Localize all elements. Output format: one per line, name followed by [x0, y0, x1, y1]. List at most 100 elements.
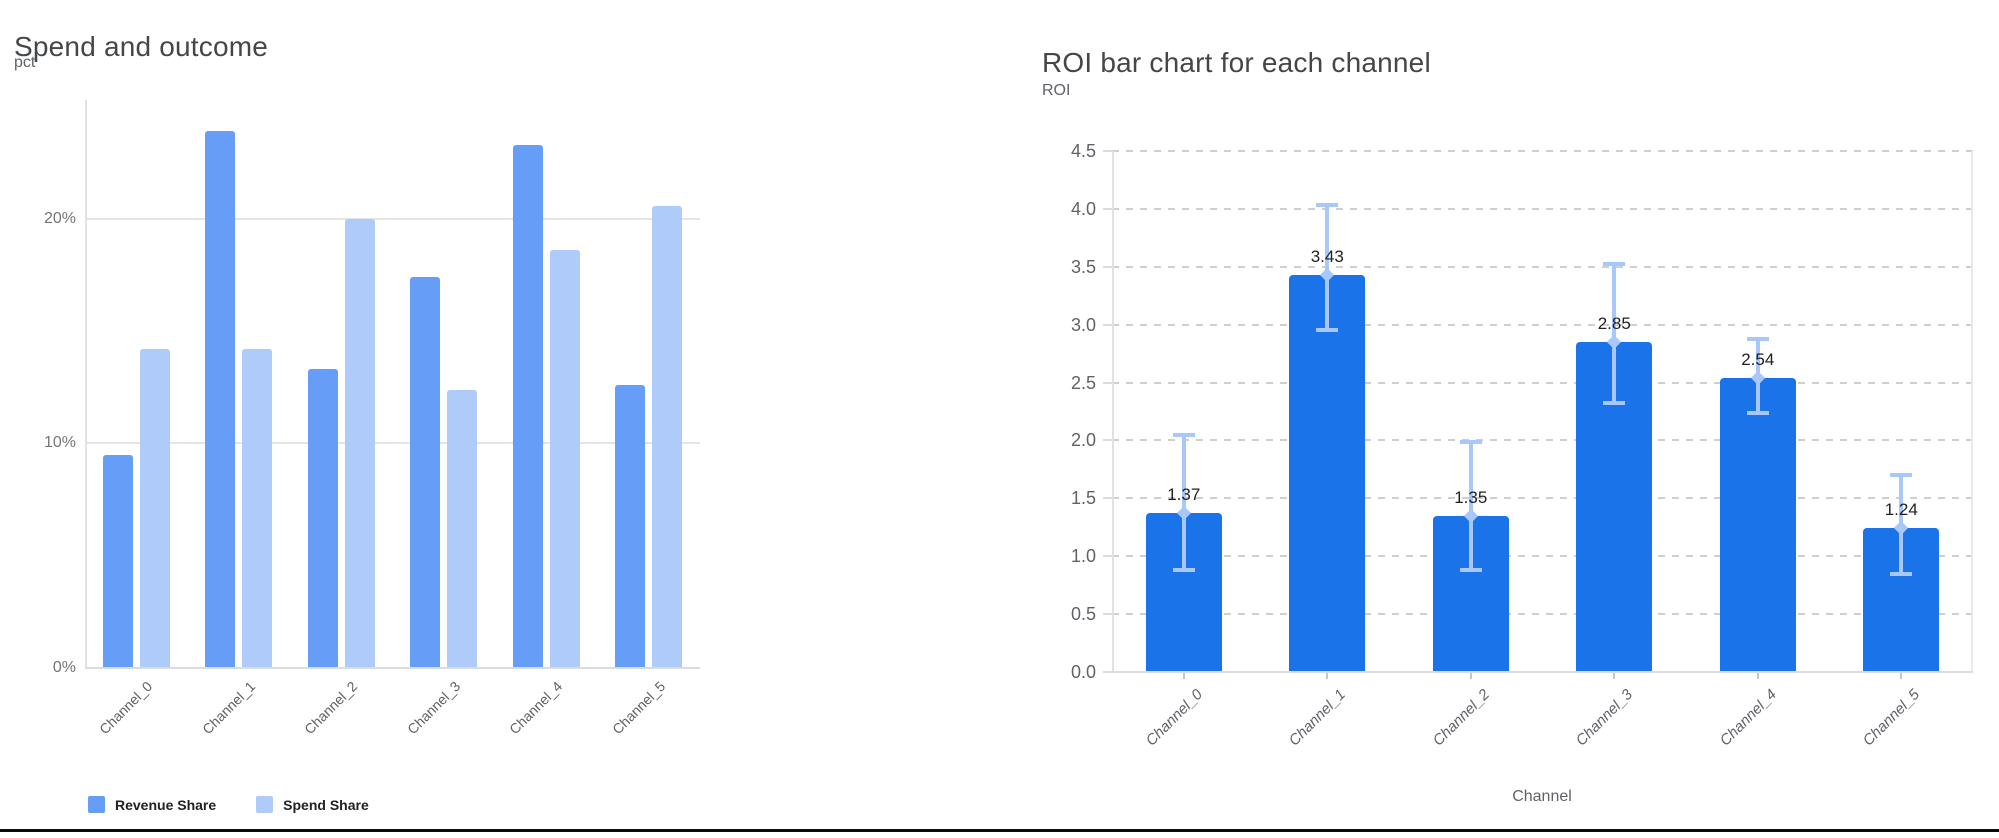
- legend-label: Spend Share: [283, 796, 369, 813]
- x-tick-label-channel-1: Channel_1: [198, 678, 259, 738]
- y-tick-mark: [1103, 613, 1112, 616]
- error-bar-cap-top-channel-0: [1172, 432, 1195, 437]
- roi-value-label-channel-5: 1.24: [1884, 500, 1918, 520]
- y-tick-mark: [1103, 207, 1112, 210]
- gridline: [1112, 150, 1973, 152]
- y-tick-label: 2.5: [1070, 372, 1096, 393]
- y-tick-label: 3.5: [1070, 256, 1096, 277]
- x-tick-label-channel-3: Channel_3: [403, 678, 464, 738]
- x-tick-label-channel-3: Channel_3: [1572, 686, 1637, 750]
- bar-spend-share-channel-1[interactable]: [242, 349, 273, 668]
- roi-x-axis-title: Channel: [1512, 788, 1572, 805]
- x-tick-label-channel-2: Channel_2: [1429, 686, 1493, 750]
- roi-y-axis-label: ROI: [1042, 82, 1071, 99]
- roi-value-label-channel-2: 1.35: [1454, 487, 1488, 507]
- gridline: [1112, 613, 1973, 616]
- error-bar-cap-top-channel-2: [1459, 439, 1482, 444]
- y-tick-label: 10%: [43, 434, 76, 452]
- error-bar-cap-top-channel-1: [1316, 203, 1339, 208]
- y-tick-mark: [1103, 265, 1112, 268]
- roi-bar-channel-4[interactable]: [1719, 377, 1796, 672]
- bottom-divider: [0, 829, 1999, 832]
- x-tick-mark: [1900, 672, 1903, 679]
- error-bar-cap-top-channel-4: [1746, 336, 1769, 341]
- error-bar-line-channel-3: [1612, 264, 1617, 404]
- roi-chart-title: ROI bar chart for each channel: [1042, 47, 1431, 79]
- gridline: [1112, 555, 1973, 558]
- gridline: [85, 442, 700, 445]
- x-tick-label-channel-5: Channel_5: [608, 678, 669, 738]
- y-tick-mark: [1103, 323, 1112, 326]
- x-tick-mark: [1613, 672, 1616, 679]
- x-tick-label-channel-4: Channel_4: [506, 678, 566, 738]
- y-tick-label: 3.0: [1070, 314, 1096, 335]
- bar-revenue-share-channel-5[interactable]: [615, 385, 646, 668]
- plot-right-border: [1971, 151, 1973, 672]
- gridline: [1112, 381, 1973, 384]
- error-bar-cap-bottom-channel-1: [1316, 328, 1339, 333]
- bar-revenue-share-channel-2[interactable]: [307, 369, 338, 668]
- roi-value-label-channel-4: 2.54: [1741, 349, 1775, 369]
- x-axis-baseline: [1112, 671, 1973, 673]
- error-bar-line-channel-2: [1468, 441, 1473, 571]
- y-axis-line: [1112, 151, 1114, 672]
- x-tick-label-channel-0: Channel_0: [1142, 686, 1206, 750]
- spend-outcome-plot-area: [85, 100, 700, 669]
- error-bar-cap-top-channel-3: [1603, 262, 1626, 267]
- roi-plot-area: 1.37 3.43 1.35 2.85 2.54 1.24: [1112, 150, 1973, 673]
- legend-swatch-spend-share-icon: [256, 796, 274, 813]
- spend-outcome-unit-label: pct: [14, 54, 36, 71]
- y-tick-mark: [1103, 439, 1112, 442]
- error-bar-cap-bottom-channel-0: [1172, 568, 1195, 573]
- error-bar-line-channel-0: [1181, 434, 1186, 571]
- bar-revenue-share-channel-3[interactable]: [410, 277, 441, 668]
- bar-revenue-share-channel-1[interactable]: [205, 131, 236, 668]
- spend-outcome-legend: Revenue Share Spend Share: [88, 796, 369, 813]
- y-tick-label: 20%: [43, 209, 76, 227]
- bar-spend-share-channel-2[interactable]: [344, 218, 375, 668]
- x-tick-mark: [1326, 672, 1329, 679]
- bar-revenue-share-channel-4[interactable]: [512, 144, 543, 668]
- y-tick-label: 1.5: [1070, 488, 1096, 509]
- bar-spend-share-channel-4[interactable]: [549, 250, 580, 668]
- roi-value-label-channel-3: 2.85: [1597, 314, 1631, 334]
- error-bar-cap-top-channel-5: [1890, 473, 1913, 478]
- spend-outcome-title: Spend and outcome: [14, 31, 269, 63]
- roi-bar-channel-1[interactable]: [1289, 274, 1366, 672]
- roi-value-label-channel-1: 3.43: [1310, 246, 1344, 266]
- error-bar-cap-bottom-channel-3: [1603, 401, 1626, 406]
- y-tick-label: 4.5: [1070, 141, 1096, 161]
- error-bar-cap-bottom-channel-2: [1459, 568, 1482, 573]
- y-tick-label: 0.5: [1070, 604, 1096, 625]
- gridline: [1112, 207, 1973, 210]
- legend-label: Revenue Share: [115, 796, 217, 813]
- roi-value-label-channel-0: 1.37: [1167, 485, 1201, 505]
- y-tick-label: 4.0: [1070, 198, 1096, 219]
- y-tick-mark: [1103, 555, 1112, 558]
- error-bar-cap-bottom-channel-5: [1890, 571, 1913, 576]
- bar-spend-share-channel-3[interactable]: [447, 389, 478, 668]
- gridline: [1112, 439, 1973, 442]
- bar-revenue-share-channel-0[interactable]: [102, 454, 133, 668]
- y-axis-line: [85, 100, 87, 668]
- x-tick-label-channel-4: Channel_4: [1716, 686, 1780, 750]
- gridline: [1112, 497, 1973, 500]
- gridline: [85, 217, 700, 220]
- legend-item-revenue-share[interactable]: Revenue Share: [88, 796, 216, 813]
- gridline: [1112, 323, 1973, 326]
- y-tick-mark: [1103, 671, 1112, 673]
- x-tick-mark: [1182, 672, 1185, 679]
- y-tick-label: 2.0: [1070, 430, 1096, 451]
- y-tick-label: 0.0: [1070, 662, 1096, 682]
- error-bar-cap-bottom-channel-4: [1746, 410, 1769, 415]
- legend-swatch-revenue-share-icon: [88, 796, 105, 813]
- x-axis-baseline: [85, 667, 700, 669]
- gridline: [1112, 265, 1973, 268]
- legend-item-spend-share[interactable]: Spend Share: [256, 796, 369, 813]
- y-tick-label: 1.0: [1070, 546, 1096, 567]
- y-tick-mark: [1103, 381, 1112, 384]
- x-tick-label-channel-1: Channel_1: [1285, 686, 1350, 750]
- bar-spend-share-channel-5[interactable]: [652, 205, 683, 668]
- bar-spend-share-channel-0[interactable]: [139, 349, 170, 668]
- y-tick-label: 0%: [52, 659, 76, 676]
